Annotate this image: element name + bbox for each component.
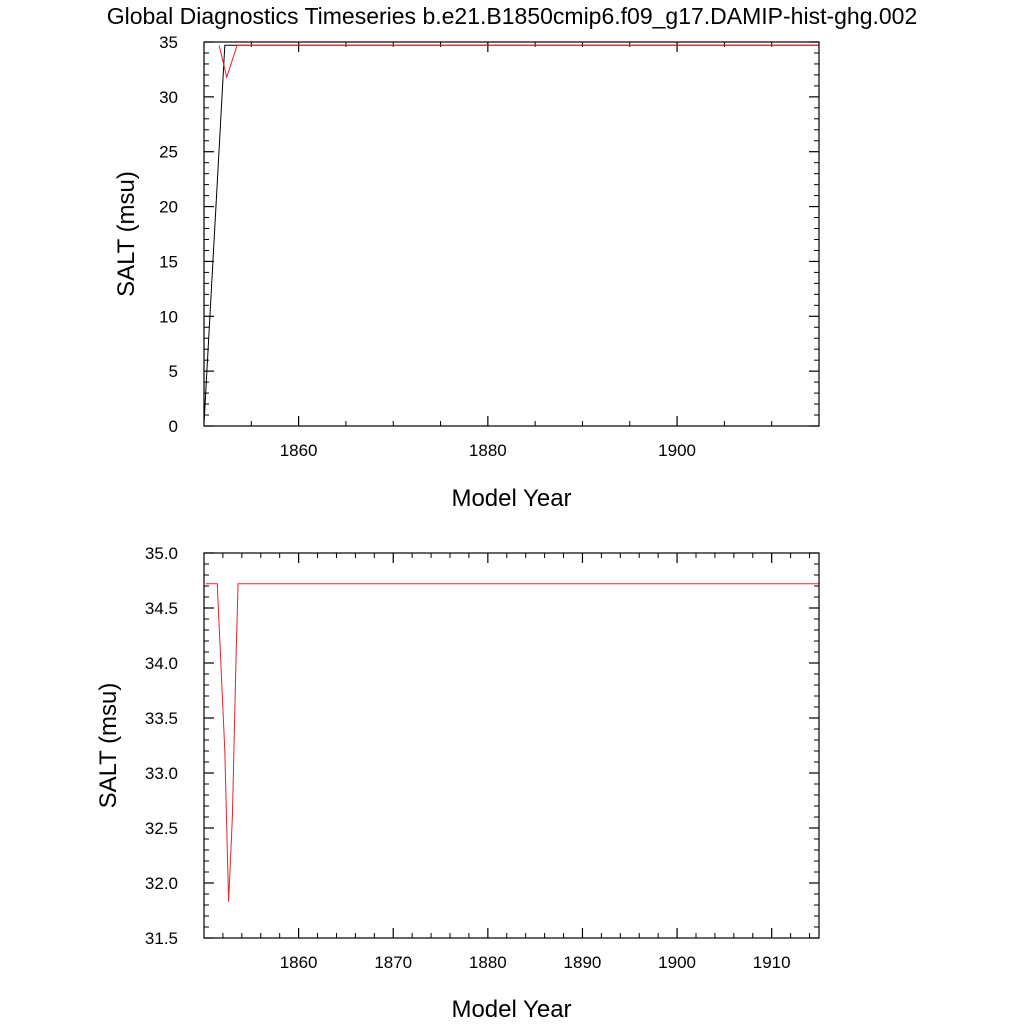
x-tick-label: 1880 [469,441,507,460]
x-axis-label: Model Year [451,485,571,512]
y-tick-label: 0 [169,417,178,436]
x-axis-label: Model Year [451,996,571,1023]
y-tick-label: 35 [159,33,178,52]
y-axis-label: SALT (msu) [95,683,122,809]
x-tick-label: 1860 [280,441,318,460]
series-line-1 [205,583,819,902]
series-line-1 [204,44,819,424]
y-tick-label: 5 [169,362,178,381]
y-tick-label: 32.5 [145,819,178,838]
x-tick-label: 1900 [658,441,696,460]
y-tick-label: 10 [159,307,178,326]
chart-title: Global Diagnostics Timeseries b.e21.B185… [107,3,918,29]
y-tick-label: 35.0 [145,544,178,563]
x-tick-label: 1900 [658,953,696,972]
y-tick-label: 33.0 [145,764,178,783]
x-tick-label: 1910 [753,953,791,972]
y-tick-label: 30 [159,88,178,107]
plot-frame [203,41,820,427]
x-tick-label: 1870 [374,953,412,972]
y-tick-label: 20 [159,198,178,217]
y-axis-label: SALT (msu) [113,171,140,297]
series-line-2 [218,44,819,79]
x-tick-label: 1890 [564,953,602,972]
y-tick-label: 15 [159,252,178,271]
y-tick-label: 34.0 [145,654,178,673]
y-tick-label: 33.5 [145,709,178,728]
y-tick-label: 34.5 [145,599,178,618]
y-tick-label: 32.0 [145,874,178,893]
x-tick-label: 1880 [469,953,507,972]
x-tick-label: 1860 [280,953,318,972]
y-tick-label: 31.5 [145,929,178,948]
chart-panel-1: 1860 1880 1900 0 5 10 15 20 25 30 35 Model Year SALT… [113,33,820,512]
plot-frame [203,552,820,939]
y-tick-label: 25 [159,143,178,162]
chart-panel-2: 1860 1870 1880 1890 1900 1910 31.5 32.0 32.5 33.0… [95,544,820,1023]
